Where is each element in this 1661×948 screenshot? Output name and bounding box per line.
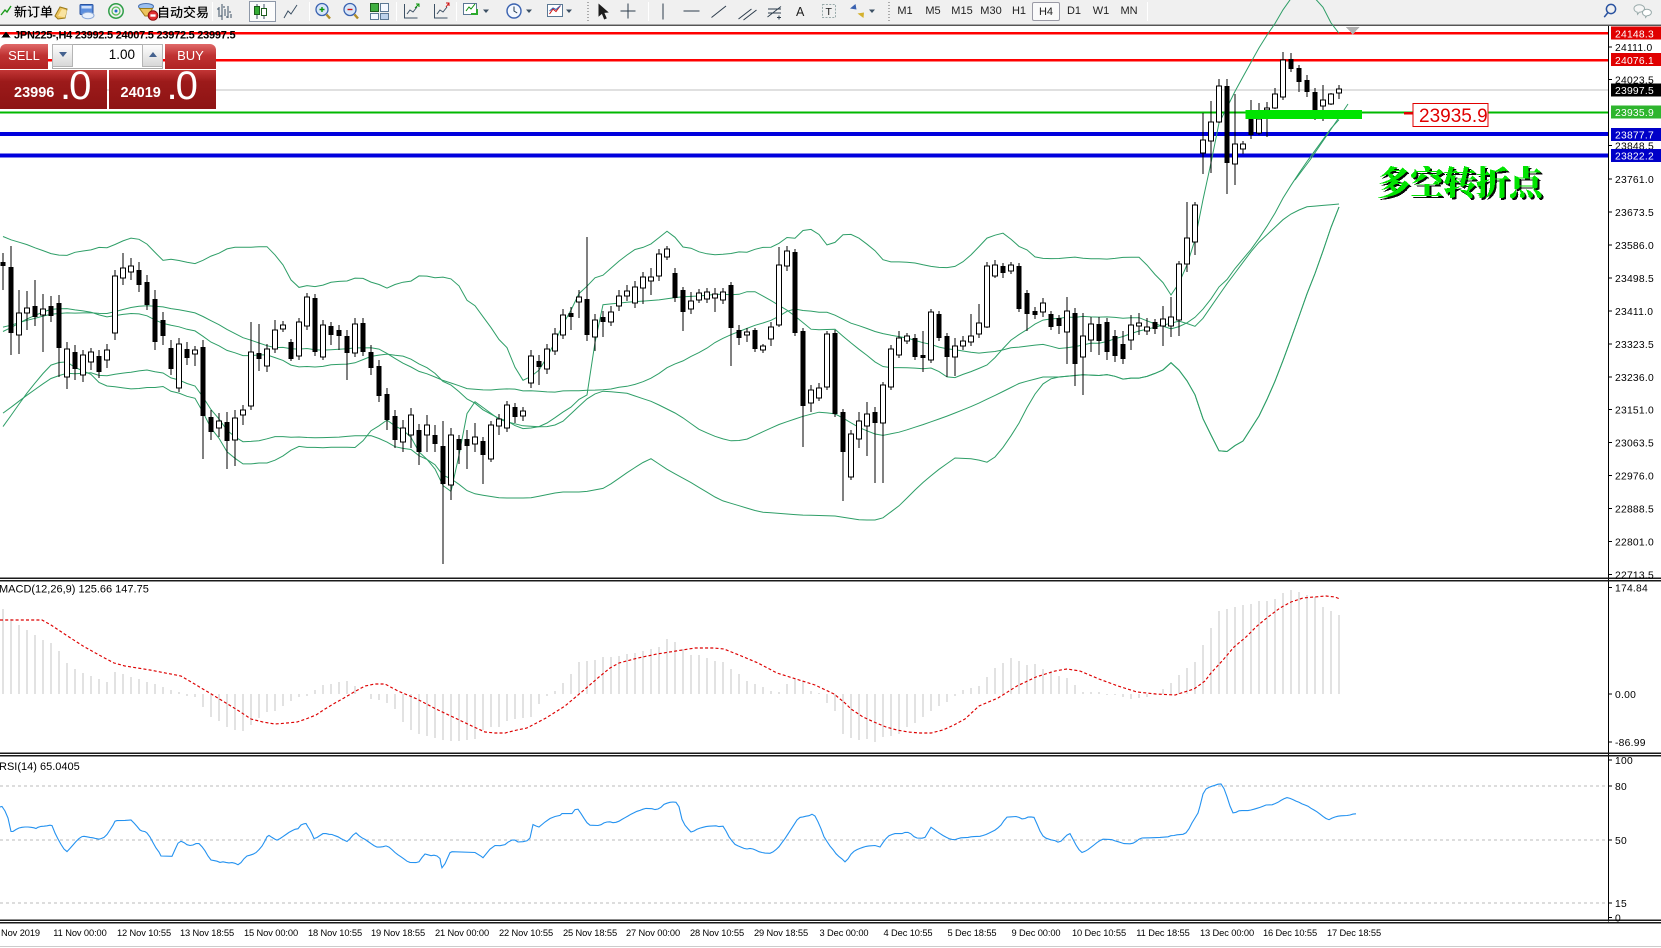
svg-text:10 Dec 10:55: 10 Dec 10:55 [1072,928,1126,938]
svg-text:23063.5: 23063.5 [1615,438,1654,449]
svg-text:23935.9: 23935.9 [1615,108,1654,119]
svg-text:23997.5: 23997.5 [1615,86,1654,97]
svg-text:17 Dec 18:55: 17 Dec 18:55 [1327,928,1381,938]
svg-text:24148.3: 24148.3 [1615,29,1654,40]
svg-text:23761.0: 23761.0 [1615,175,1654,186]
svg-text:15 Nov 00:00: 15 Nov 00:00 [244,928,298,938]
svg-text:22888.5: 22888.5 [1615,505,1654,516]
svg-text:13 Dec 00:00: 13 Dec 00:00 [1200,928,1254,938]
svg-text:28 Nov 10:55: 28 Nov 10:55 [690,928,744,938]
svg-text:A: A [796,5,805,19]
svg-text:80: 80 [1615,782,1627,793]
svg-text:29 Nov 18:55: 29 Nov 18:55 [754,928,808,938]
svg-text:T: T [826,6,833,18]
svg-text:24023.5: 24023.5 [1615,76,1654,87]
svg-text:23935.9: 23935.9 [1419,106,1488,127]
svg-text:174.84: 174.84 [1615,584,1648,595]
svg-text:22801.0: 22801.0 [1615,538,1654,549]
svg-text:9 Dec 00:00: 9 Dec 00:00 [1011,928,1060,938]
svg-text:23236.0: 23236.0 [1615,373,1654,384]
svg-text:22713.5: 22713.5 [1615,571,1654,582]
svg-text:13 Nov 18:55: 13 Nov 18:55 [180,928,234,938]
svg-text:22 Nov 10:55: 22 Nov 10:55 [499,928,553,938]
svg-text:25 Nov 18:55: 25 Nov 18:55 [563,928,617,938]
svg-text:0: 0 [1615,914,1621,925]
svg-text:23323.5: 23323.5 [1615,340,1654,351]
svg-text:24111.0: 24111.0 [1615,43,1652,54]
svg-text:RSI(14) 65.0405: RSI(14) 65.0405 [0,761,80,773]
svg-text:19 Nov 18:55: 19 Nov 18:55 [371,928,425,938]
svg-text:21 Nov 00:00: 21 Nov 00:00 [435,928,489,938]
svg-text:50: 50 [1615,836,1627,847]
svg-text:JPN225-,H4 23992.5 24007.5 23: JPN225-,H4 23992.5 24007.5 23972.5 23997… [14,30,235,42]
svg-text:23822.2: 23822.2 [1615,152,1654,163]
svg-text:23151.0: 23151.0 [1615,405,1654,416]
svg-text:23586.0: 23586.0 [1615,241,1654,252]
svg-text:23411.0: 23411.0 [1615,307,1653,318]
svg-text:23877.7: 23877.7 [1615,131,1654,142]
svg-text:MACD(12,26,9) 125.66 147.75: MACD(12,26,9) 125.66 147.75 [0,584,149,596]
svg-text:Nov 2019: Nov 2019 [1,928,40,938]
svg-text:4 Dec 10:55: 4 Dec 10:55 [883,928,932,938]
svg-text:23498.5: 23498.5 [1615,274,1654,285]
svg-text:18 Nov 10:55: 18 Nov 10:55 [308,928,362,938]
svg-text:23848.5: 23848.5 [1615,141,1654,152]
svg-text:23673.5: 23673.5 [1615,208,1654,219]
svg-text:3 Dec 00:00: 3 Dec 00:00 [819,928,868,938]
svg-text:27 Nov 00:00: 27 Nov 00:00 [626,928,680,938]
svg-text:15: 15 [1615,899,1627,910]
svg-text:0.00: 0.00 [1615,690,1636,701]
svg-text:-86.99: -86.99 [1615,738,1646,749]
svg-text:11 Dec 18:55: 11 Dec 18:55 [1136,928,1189,938]
svg-text:11 Nov 00:00: 11 Nov 00:00 [53,928,106,938]
svg-text:22976.0: 22976.0 [1615,471,1654,482]
svg-text:24076.1: 24076.1 [1615,56,1654,67]
svg-text:100: 100 [1615,756,1633,767]
svg-text:12 Nov 10:55: 12 Nov 10:55 [117,928,171,938]
svg-text:5 Dec 18:55: 5 Dec 18:55 [947,928,996,938]
svg-text:16 Dec 10:55: 16 Dec 10:55 [1263,928,1317,938]
